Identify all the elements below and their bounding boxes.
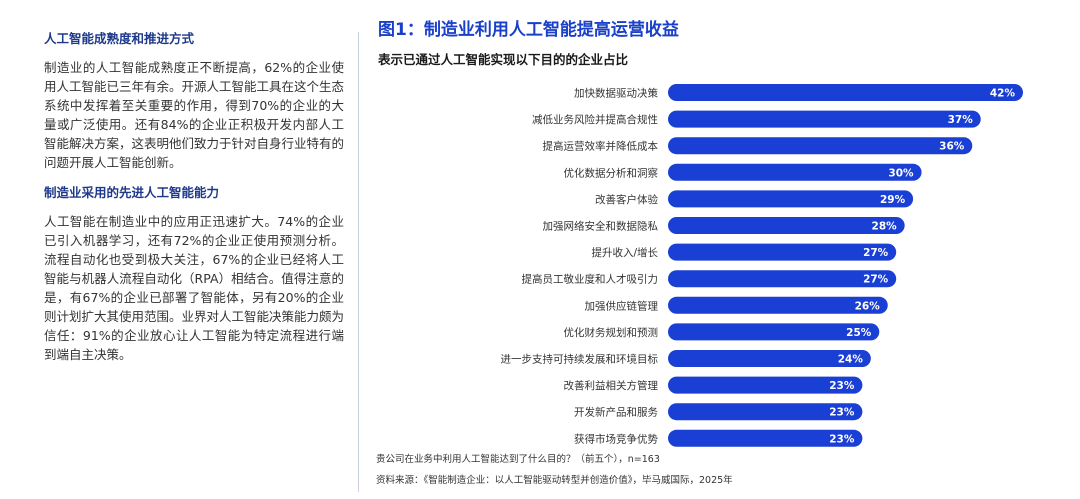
bar xyxy=(668,137,973,155)
bar xyxy=(668,350,871,367)
section-body-capabilities: 人工智能在制造业中的应用正迅速扩大。74%的企业已引入机器学习，还有72%的企业… xyxy=(44,214,345,362)
section-title-capabilities: 制造业采用的先进人工智能能力 xyxy=(44,185,220,200)
value-label: 24% xyxy=(838,354,864,366)
value-label: 29% xyxy=(880,194,906,206)
category-label: 减低业务风险并提高合规性 xyxy=(532,113,658,126)
category-label: 加快数据驱动决策 xyxy=(574,87,658,100)
bar xyxy=(668,190,914,208)
category-label: 改善利益相关方管理 xyxy=(564,379,659,392)
value-label: 27% xyxy=(863,274,889,286)
value-label: 23% xyxy=(829,433,855,445)
section-title-maturity: 人工智能成熟度和推进方式 xyxy=(44,31,195,46)
category-label: 开发新产品和服务 xyxy=(574,406,658,419)
bar xyxy=(668,163,922,181)
category-label: 加强网络安全和数据隐私 xyxy=(543,220,659,233)
value-label: 23% xyxy=(829,380,855,392)
value-label: 25% xyxy=(846,327,872,339)
category-label: 进一步支持可持续发展和环境目标 xyxy=(501,353,659,366)
value-label: 42% xyxy=(990,88,1016,100)
bar xyxy=(668,217,905,234)
bar xyxy=(668,376,863,394)
category-label: 改善客户体验 xyxy=(595,193,658,206)
category-label: 提高员工敬业度和人才吸引力 xyxy=(522,273,659,286)
bar xyxy=(668,243,897,261)
category-label: 获得市场竞争优势 xyxy=(574,432,658,445)
column-divider xyxy=(358,32,359,492)
category-label: 优化财务规划和预测 xyxy=(564,326,659,339)
bar xyxy=(668,403,863,421)
bar xyxy=(668,84,1023,101)
bar xyxy=(668,110,981,128)
category-label: 提升收入/增长 xyxy=(591,246,658,259)
section-body-maturity: 制造业的人工智能成熟度正不断提高，62%的企业使用人工智能已三年有余。开源人工智… xyxy=(44,60,345,170)
chart-footnote: 贵公司在业务中利用人工智能达到了什么目的？（前五个），n=163 xyxy=(376,454,660,465)
bar xyxy=(668,270,897,288)
category-label: 提高运营效率并降低成本 xyxy=(543,140,659,153)
category-label: 优化数据分析和洞察 xyxy=(564,166,659,179)
value-label: 28% xyxy=(872,221,898,233)
bar xyxy=(668,296,888,314)
value-label: 23% xyxy=(829,407,855,419)
chart-source: 资料来源：《智能制造企业：以人工智能驱动转型并创造价值》，毕马威国际，2025年 xyxy=(376,475,733,486)
left-text-panel: 人工智能成熟度和推进方式 制造业的人工智能成熟度正不断提高，62%的企业使用人工… xyxy=(44,30,344,376)
chart-title: 图1：制造业利用人工智能提高运营收益 xyxy=(378,20,679,40)
bar-chart: 加快数据驱动决策 42% 减低业务风险并提高合规性 37% 提高运营效率并降低成本 36%… xyxy=(501,84,1023,447)
value-label: 37% xyxy=(948,114,974,126)
bar xyxy=(668,323,880,341)
value-label: 36% xyxy=(939,141,965,153)
value-label: 26% xyxy=(855,300,881,312)
category-label: 加强供应链管理 xyxy=(585,299,659,312)
value-label: 30% xyxy=(888,167,914,179)
bar xyxy=(668,429,863,447)
value-label: 27% xyxy=(863,247,889,259)
chart-subtitle: 表示已通过人工智能实现以下目的的企业占比 xyxy=(378,52,629,67)
